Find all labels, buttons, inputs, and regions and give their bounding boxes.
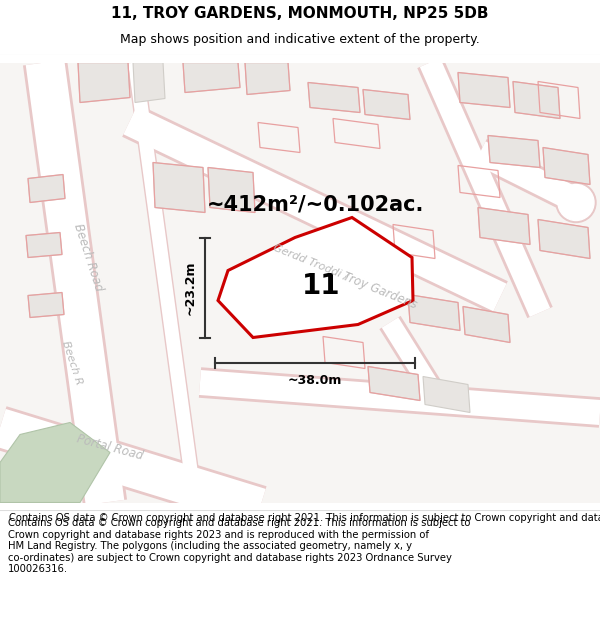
Text: Contains OS data © Crown copyright and database right 2021. This information is : Contains OS data © Crown copyright and d…	[9, 514, 600, 524]
Text: Portal Road: Portal Road	[76, 432, 145, 462]
Polygon shape	[308, 82, 360, 112]
Polygon shape	[26, 232, 62, 258]
Text: 11: 11	[302, 272, 340, 300]
Text: Map shows position and indicative extent of the property.: Map shows position and indicative extent…	[120, 33, 480, 46]
Polygon shape	[218, 217, 413, 338]
Text: 11, TROY GARDENS, MONMOUTH, NP25 5DB: 11, TROY GARDENS, MONMOUTH, NP25 5DB	[111, 6, 489, 21]
Polygon shape	[513, 81, 560, 119]
Polygon shape	[0, 422, 110, 502]
Polygon shape	[133, 62, 165, 102]
Polygon shape	[368, 366, 420, 401]
Text: Contains OS data © Crown copyright and database right 2021. This information is : Contains OS data © Crown copyright and d…	[8, 518, 470, 574]
Polygon shape	[28, 174, 65, 203]
Circle shape	[558, 184, 594, 221]
Circle shape	[556, 182, 596, 222]
Text: Gerdd Troddi /: Gerdd Troddi /	[271, 243, 349, 282]
Polygon shape	[458, 72, 510, 107]
Polygon shape	[183, 62, 240, 92]
Polygon shape	[423, 376, 470, 413]
Polygon shape	[543, 148, 590, 184]
Polygon shape	[78, 62, 130, 102]
Polygon shape	[153, 162, 205, 212]
Polygon shape	[463, 306, 510, 343]
Polygon shape	[488, 136, 540, 168]
Polygon shape	[208, 168, 255, 212]
Polygon shape	[363, 89, 410, 119]
Text: Beech Road: Beech Road	[71, 222, 105, 293]
Polygon shape	[408, 294, 460, 331]
Text: ~412m²/~0.102ac.: ~412m²/~0.102ac.	[206, 194, 424, 214]
Polygon shape	[538, 219, 590, 259]
Text: ~38.0m: ~38.0m	[288, 374, 342, 388]
Text: Beech R: Beech R	[60, 339, 84, 386]
Text: Troy Gardens: Troy Gardens	[341, 270, 419, 311]
Polygon shape	[478, 208, 530, 244]
Polygon shape	[245, 62, 290, 94]
Text: ~23.2m: ~23.2m	[184, 260, 197, 315]
Polygon shape	[28, 292, 64, 318]
